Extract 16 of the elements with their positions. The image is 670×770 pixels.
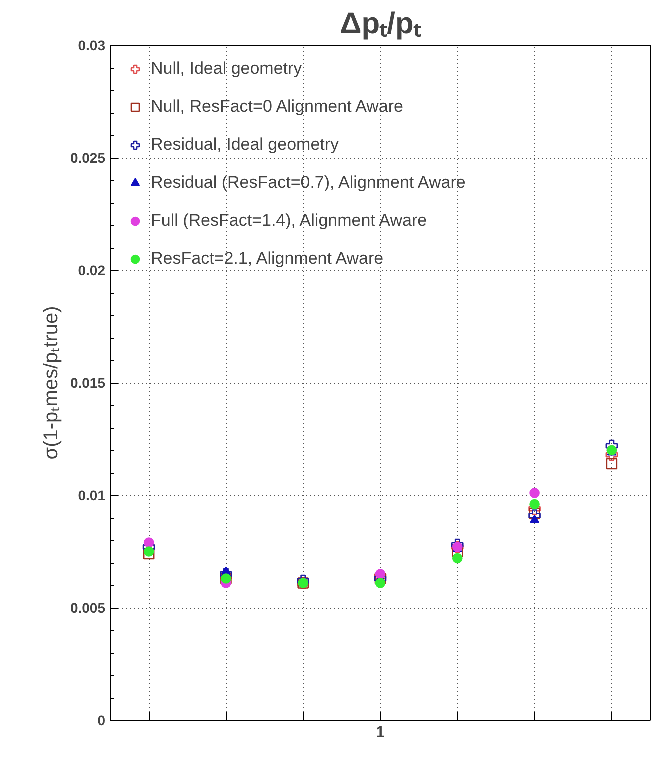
chart-title: Δpₜ/pₜ [340,8,422,40]
y-tick-label: 0.02 [78,262,106,278]
y-tick-label: 0.01 [78,488,106,504]
y-tick-label: 0.03 [78,38,106,54]
y-tick-label: 0.005 [70,600,106,616]
legend-label: Residual, Ideal geometry [151,135,340,155]
legend-label: Null, Ideal geometry [151,59,302,79]
y-tick-label: 0.015 [70,375,106,391]
legend-label: ResFact=2.1, Alignment Aware [151,249,384,269]
x-tick-label: 1 [376,724,386,742]
y-axis-title: σ(1-pₜmes/pₜtrue) [40,306,62,460]
legend-label: Full (ResFact=1.4), Alignment Aware [151,211,428,231]
legend-label: Null, ResFact=0 Alignment Aware [151,97,404,117]
y-tick-label: 0.025 [70,150,106,166]
y-tick-label: 0 [98,712,106,728]
legend-label: Residual (ResFact=0.7), Alignment Aware [151,173,466,193]
